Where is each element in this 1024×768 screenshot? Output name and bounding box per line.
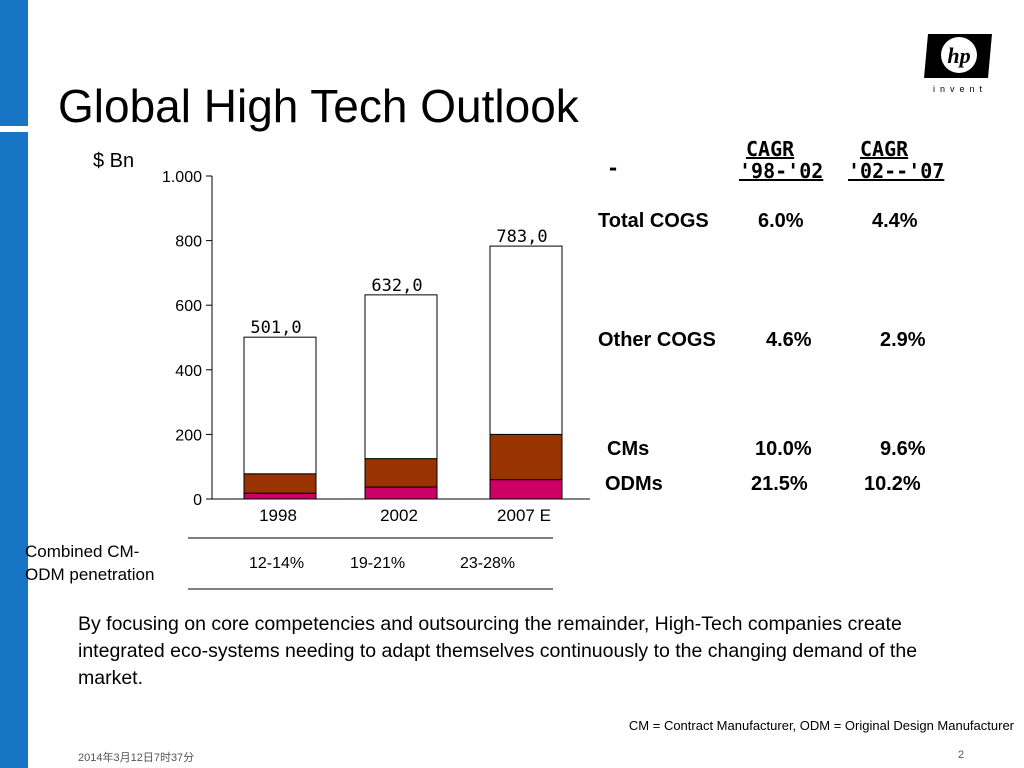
y-tick-label: 400 bbox=[175, 363, 202, 380]
y-tick-label: 800 bbox=[175, 234, 202, 251]
cagr-row-v1: 6.0% bbox=[758, 210, 804, 232]
bar-segment-odm bbox=[243, 492, 317, 500]
cagr1-head-top: CAGR bbox=[746, 137, 795, 161]
x-tick-label: 2002 bbox=[380, 506, 418, 525]
bar-segment-other bbox=[489, 245, 563, 435]
y-tick-label: 0 bbox=[193, 492, 202, 509]
cagr-row-v2: 4.4% bbox=[872, 210, 918, 232]
x-tick-label: 1998 bbox=[259, 506, 297, 525]
bar-segment-cm bbox=[489, 433, 563, 481]
penetration-label-line2: ODM penetration bbox=[25, 565, 155, 584]
y-tick-label: 200 bbox=[175, 427, 202, 444]
x-tick-label: 2007 E bbox=[497, 506, 551, 525]
penetration-2002: 19-21% bbox=[350, 555, 406, 572]
bar-segment-other bbox=[364, 294, 438, 460]
logo-circle bbox=[941, 37, 977, 73]
cagr-row-label: Other COGS bbox=[598, 329, 716, 351]
y-ticks: 0 200 400 600 800 1.000 bbox=[162, 169, 212, 509]
left-accent-bar bbox=[0, 0, 28, 126]
logo-mark: hp bbox=[947, 43, 970, 68]
cagr-row-v2: 9.6% bbox=[880, 438, 926, 460]
logo-text: invent bbox=[933, 84, 987, 94]
bar-segment-cm bbox=[243, 473, 317, 494]
y-tick-label: 600 bbox=[175, 298, 202, 315]
cagr1-head-bottom: '98-'02 bbox=[739, 159, 824, 183]
cagr-row-v2: 10.2% bbox=[864, 473, 921, 495]
bar-total-label: 501,0 bbox=[250, 318, 301, 338]
bar-segment-cm bbox=[364, 458, 438, 488]
cagr-row-v2: 2.9% bbox=[880, 329, 926, 351]
unit-label: $ Bn bbox=[93, 150, 135, 172]
cagr2-head-bottom: '02--'07 bbox=[848, 159, 945, 183]
dash: - bbox=[607, 156, 620, 180]
penetration-2007: 23-28% bbox=[460, 555, 516, 572]
penetration-1998: 12-14% bbox=[249, 555, 305, 572]
stacked-bar-chart: 0 200 400 600 800 1.000 1998 2002 2007 E 501,0 6… bbox=[162, 169, 590, 590]
cagr-row-label: CMs bbox=[607, 438, 650, 460]
y-tick-label: 1.000 bbox=[162, 169, 202, 186]
bar-total-label: 632,0 bbox=[371, 276, 422, 296]
page-number: 2 bbox=[958, 749, 965, 761]
cagr-row-label: ODMs bbox=[605, 473, 663, 495]
penetration-label-line1: Combined CM- bbox=[25, 542, 140, 561]
penetration-label: Combined CM- ODM penetration bbox=[25, 540, 154, 586]
footnote: CM = Contract Manufacturer, ODM = Origin… bbox=[628, 718, 1014, 733]
cagr-row-v1: 21.5% bbox=[751, 473, 808, 495]
x-tick-labels: 1998 2002 2007 E bbox=[259, 506, 551, 525]
body-text: By focusing on core competencies and out… bbox=[78, 613, 918, 689]
cagr-row-v1: 10.0% bbox=[755, 438, 812, 460]
hp-logo: hp invent bbox=[924, 34, 992, 94]
data-labels: 501,0 632,0 783,0 bbox=[250, 227, 547, 338]
cagr2-head-top: CAGR bbox=[860, 137, 909, 161]
cagr-row-v1: 4.6% bbox=[766, 329, 812, 351]
cagr-row-label: Total COGS bbox=[598, 210, 709, 232]
slide-title: Global High Tech Outlook bbox=[58, 80, 579, 132]
bars bbox=[243, 245, 563, 500]
bar-segment-other bbox=[243, 336, 317, 475]
footer-date: 2014年3月12日7时37分 bbox=[78, 752, 195, 764]
bar-segment-odm bbox=[489, 479, 563, 500]
bar-segment-odm bbox=[364, 486, 438, 500]
left-accent-bar-lower bbox=[0, 132, 28, 768]
bar-total-label: 783,0 bbox=[496, 227, 547, 247]
